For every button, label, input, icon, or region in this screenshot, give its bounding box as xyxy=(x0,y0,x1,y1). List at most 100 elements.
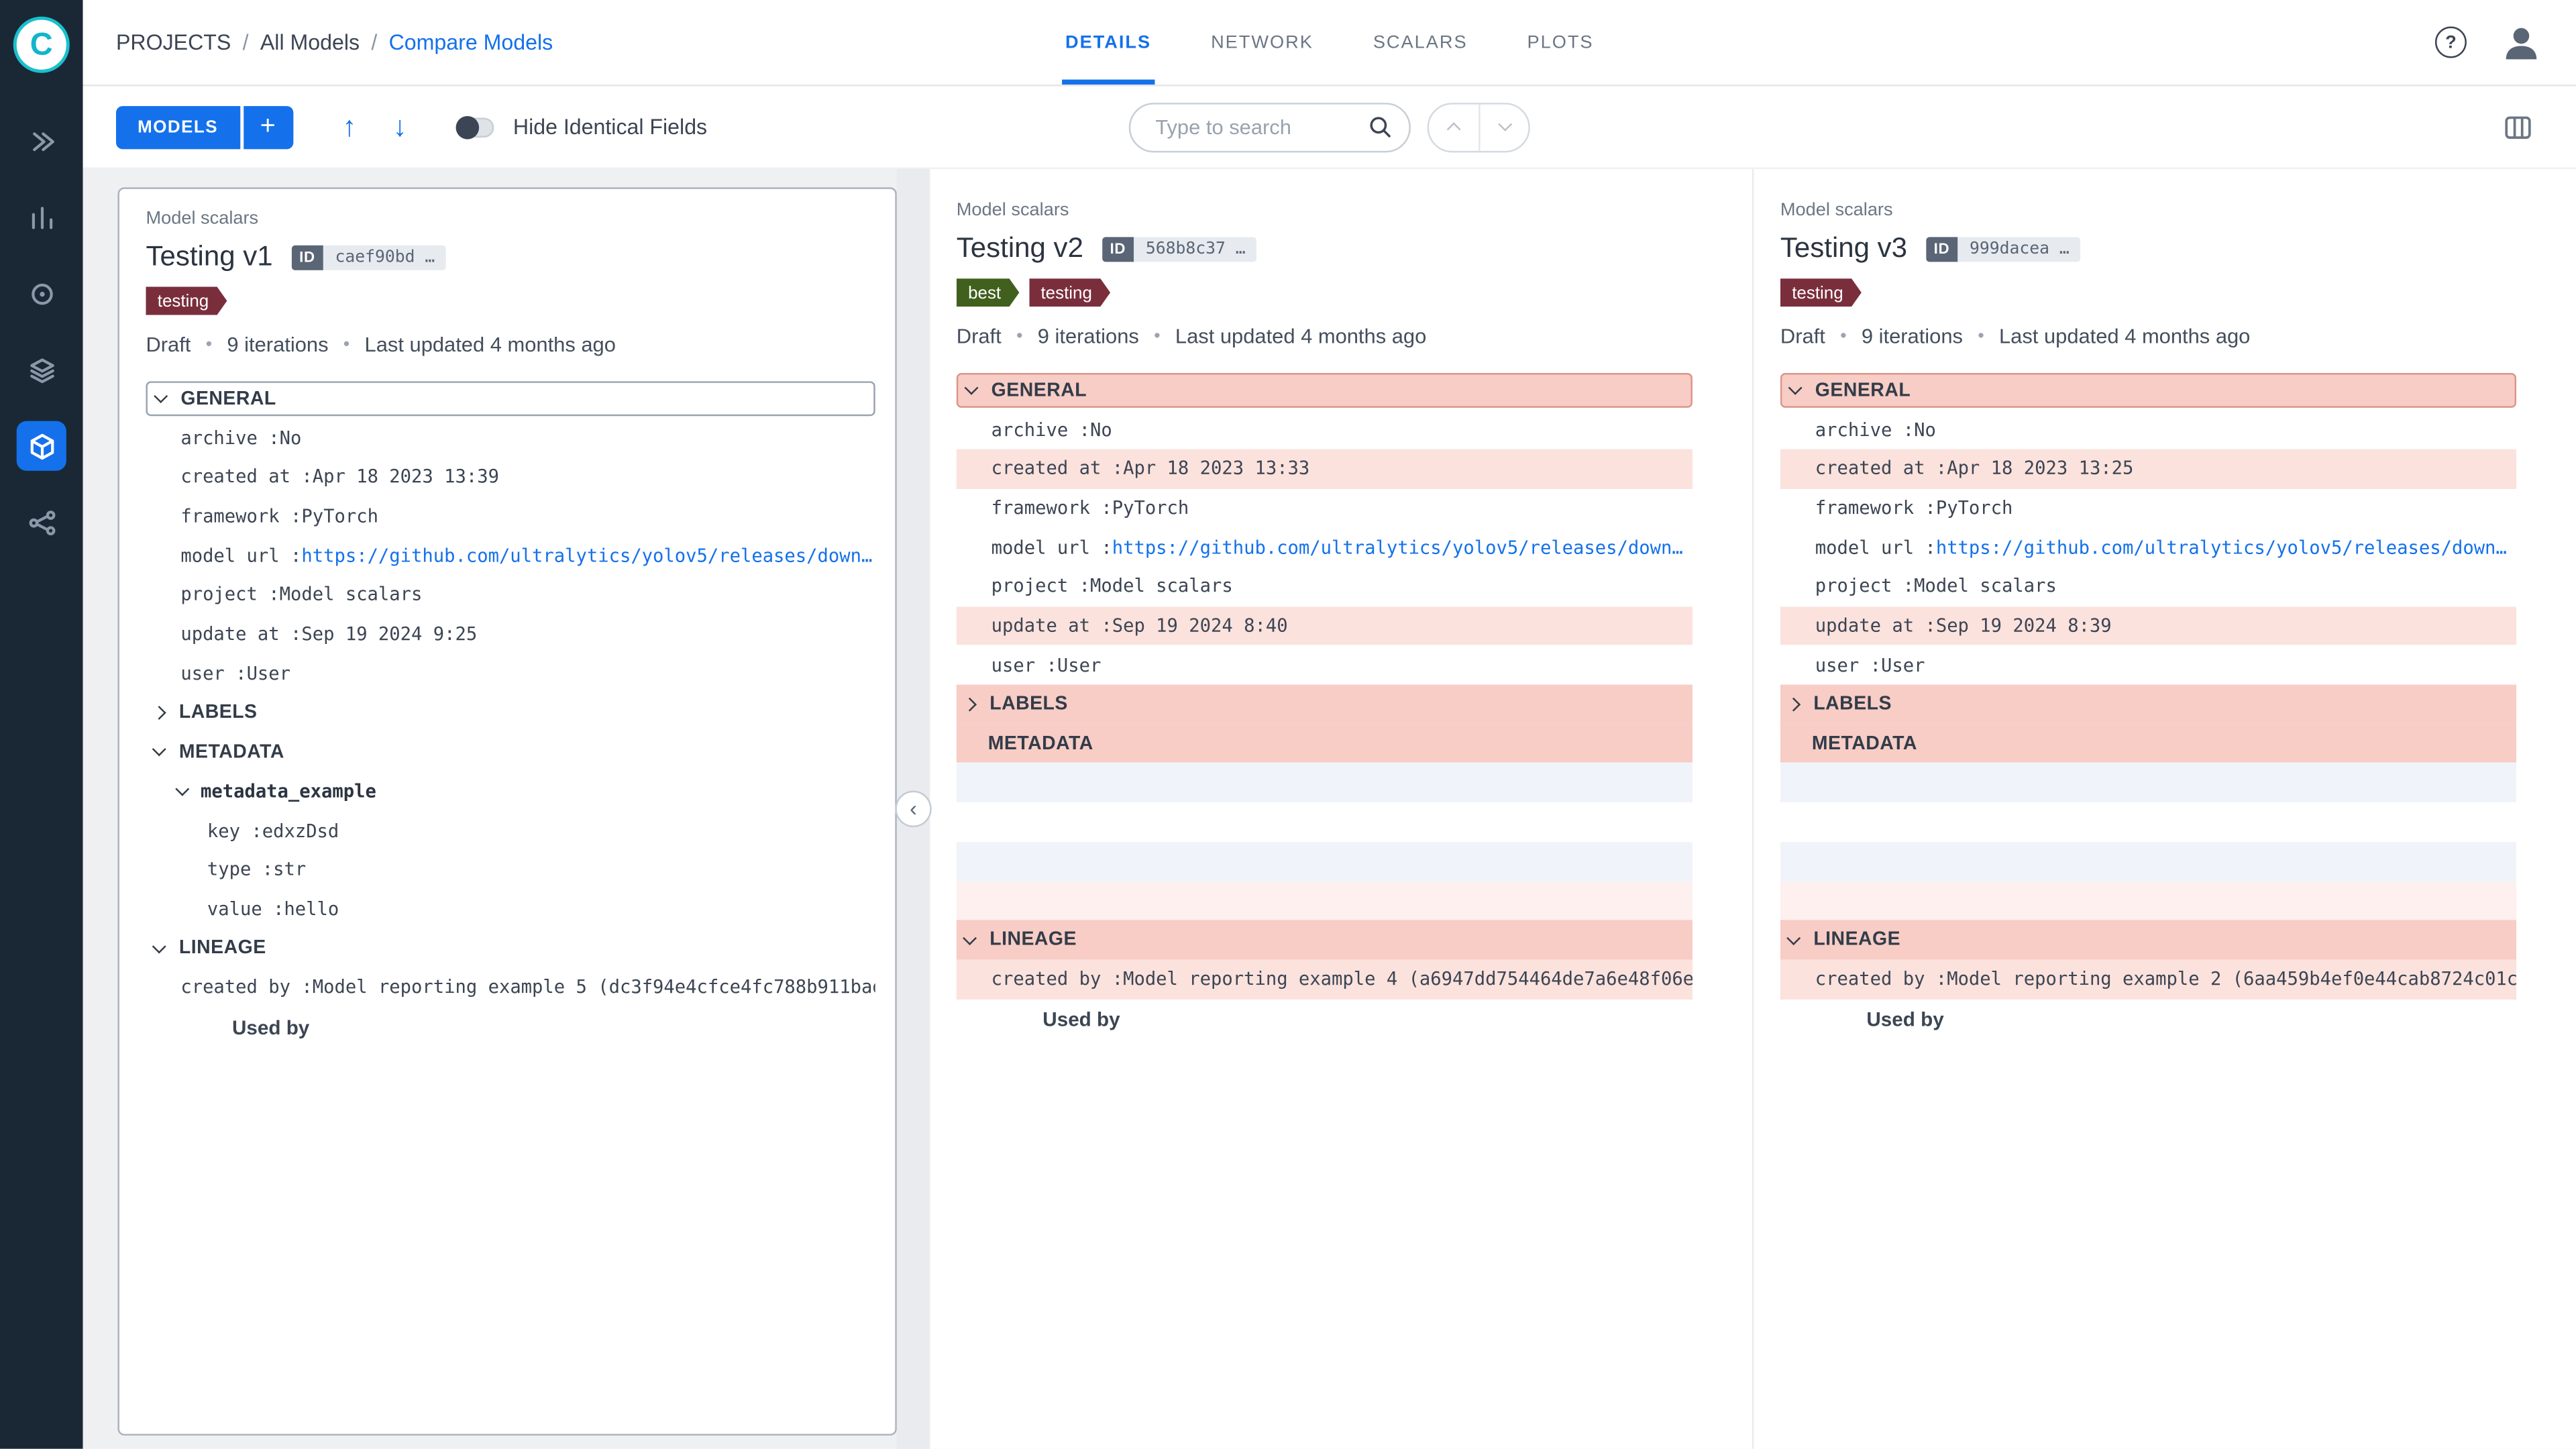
section-lineage-header[interactable]: LINEAGE xyxy=(1780,920,2517,960)
add-model-button[interactable]: + xyxy=(243,105,293,149)
id-hash: caef90bd … xyxy=(323,244,447,270)
panel-gutter: ‹ xyxy=(895,169,932,1449)
models-button[interactable]: MODELS xyxy=(115,105,240,149)
field-value: edxzDsd xyxy=(262,819,339,842)
section-metadata-header[interactable]: METADATA xyxy=(1780,724,2517,763)
section-labels-header[interactable]: LABELS xyxy=(1780,684,2517,724)
comet-logo[interactable]: C xyxy=(13,16,70,73)
model-title-row: Testing v2 ID 568b8c37 … xyxy=(957,232,1693,265)
compare-toolbar: MODELS + ↑ ↓ Hide Identical Fields xyxy=(83,86,2576,170)
quickstart-icon[interactable] xyxy=(17,116,66,166)
field-type: type : str xyxy=(146,850,875,890)
section-general-header[interactable]: GENERAL xyxy=(146,381,875,417)
section-metadata-header[interactable]: METADATA xyxy=(956,724,1693,763)
used-by-section[interactable]: Used by xyxy=(1866,1007,1944,1031)
help-icon[interactable]: ? xyxy=(2434,26,2467,58)
empty-diff-row xyxy=(1780,881,2517,921)
tab-plots[interactable]: PLOTS xyxy=(1524,0,1597,85)
model-id-badge[interactable]: ID 999dacea … xyxy=(1925,236,2082,262)
field-value: Model reporting example 2 (6aa459b4ef0e4… xyxy=(1947,968,2517,990)
tag-testing: testing xyxy=(146,286,227,315)
model-id-badge[interactable]: ID 568b8c37 … xyxy=(1102,236,1257,262)
field-value-link[interactable]: https://github.com/ultralytics/yolov5/re… xyxy=(1112,536,1693,559)
id-label: ID xyxy=(290,244,324,270)
empty-diff-row xyxy=(956,881,1693,921)
field-value: Model reporting example 5 (dc3f94e4cfce4… xyxy=(312,977,875,999)
model-registry-icon[interactable] xyxy=(16,421,66,471)
used-by-section[interactable]: Used by xyxy=(231,1015,310,1039)
section-title: LINEAGE xyxy=(989,930,1077,951)
id-hash: 568b8c37 … xyxy=(1134,236,1257,262)
avatar[interactable] xyxy=(2500,21,2542,64)
section-general-header[interactable]: GENERAL xyxy=(956,372,1693,408)
chevron-down-icon xyxy=(152,742,166,757)
empty-diff-row xyxy=(1780,802,2517,842)
status-state: Draft xyxy=(146,333,191,357)
move-up-button[interactable]: ↑ xyxy=(335,113,363,141)
status-state: Draft xyxy=(956,325,1002,348)
field-archive: archive : No xyxy=(1780,410,2516,449)
chevron-down-icon xyxy=(152,938,166,953)
field-created-at: created at : Apr 18 2023 13:39 xyxy=(146,458,875,497)
pipelines-icon[interactable] xyxy=(17,497,66,547)
field-value: Model scalars xyxy=(1089,576,1233,598)
manage-columns-icon[interactable] xyxy=(2493,110,2542,143)
field-value: Sep 19 2024 8:40 xyxy=(1112,614,1288,637)
status-iterations: 9 iterations xyxy=(1037,325,1139,348)
chevron-down-icon xyxy=(1497,117,1511,131)
field-value-link[interactable]: https://github.com/ultralytics/yolov5/re… xyxy=(301,545,875,567)
breadcrumb-item-all-models[interactable]: All Models xyxy=(260,30,360,55)
search-prev-button[interactable] xyxy=(1429,103,1479,150)
dot: • xyxy=(343,335,350,355)
chevron-up-icon xyxy=(1446,122,1461,137)
model-status-row: Draft • 9 iterations • Last updated 4 months… xyxy=(957,325,1693,348)
section-lineage-header[interactable]: LINEAGE xyxy=(956,920,1693,960)
section-labels-header[interactable]: LABELS xyxy=(146,693,875,733)
metadata-group-metadata_example[interactable]: metadata_example xyxy=(146,771,875,811)
section-title: GENERAL xyxy=(991,380,1087,400)
breadcrumb-item-projects[interactable]: PROJECTS xyxy=(115,30,231,55)
move-down-button[interactable]: ↓ xyxy=(386,113,414,141)
section-metadata-header[interactable]: METADATA xyxy=(146,733,875,772)
field-model-url: model url : https://github.com/ultralyti… xyxy=(957,528,1693,568)
tab-network[interactable]: NETWORK xyxy=(1208,0,1317,85)
dot: • xyxy=(1016,326,1023,347)
field-user: user : User xyxy=(146,654,875,694)
search-box xyxy=(1128,101,1411,152)
debugger-icon[interactable] xyxy=(17,268,66,318)
section-title: METADATA xyxy=(1811,733,1917,754)
hide-identical-toggle[interactable]: Hide Identical Fields xyxy=(455,115,707,140)
field-value: No xyxy=(279,427,302,449)
section-title: METADATA xyxy=(178,742,284,762)
search-input[interactable] xyxy=(1152,113,1368,140)
status-updated: Last updated 4 months ago xyxy=(1998,325,2251,348)
dot: • xyxy=(205,335,213,355)
breadcrumb-separator: / xyxy=(242,30,249,55)
section-title: LINEAGE xyxy=(178,938,266,959)
search-next-button[interactable] xyxy=(1479,103,1528,150)
section-title: LABELS xyxy=(178,702,258,723)
field-value: value : hello xyxy=(146,890,875,929)
field-update-at: update at : Sep 19 2024 8:40 xyxy=(956,606,1693,646)
field-value-link[interactable]: https://github.com/ultralytics/yolov5/re… xyxy=(1935,536,2517,559)
field-key: type : xyxy=(207,859,274,881)
field-created-at: created at : Apr 18 2023 13:25 xyxy=(1780,449,2517,489)
section-labels-header[interactable]: LABELS xyxy=(956,684,1693,724)
tag-testing: testing xyxy=(1029,278,1110,307)
tab-scalars[interactable]: SCALARS xyxy=(1370,0,1471,85)
panels-icon[interactable] xyxy=(17,193,66,242)
collapse-panel-button[interactable]: ‹ xyxy=(895,790,932,828)
field-project: project : Model scalars xyxy=(1780,567,2516,606)
tab-details[interactable]: DETAILS xyxy=(1062,0,1155,85)
used-by-section[interactable]: Used by xyxy=(1042,1007,1120,1031)
model-id-badge[interactable]: ID caef90bd … xyxy=(290,244,447,270)
status-updated: Last updated 4 months ago xyxy=(364,333,616,357)
breadcrumb: PROJECTS / All Models / Compare Models xyxy=(116,30,553,54)
section-lineage-header[interactable]: LINEAGE xyxy=(146,928,875,968)
field-value: Apr 18 2023 13:25 xyxy=(1947,458,2134,480)
section-title: LABELS xyxy=(989,694,1068,714)
breadcrumb-item-compare-models[interactable]: Compare Models xyxy=(388,30,553,55)
layers-icon[interactable] xyxy=(17,345,66,394)
section-general-header[interactable]: GENERAL xyxy=(1780,372,2517,408)
field-key: update at : xyxy=(991,614,1112,637)
